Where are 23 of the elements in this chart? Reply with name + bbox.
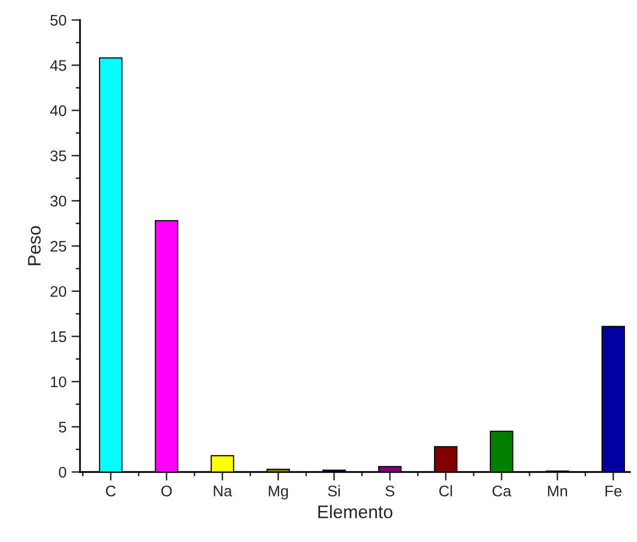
y-tick-label: 35 <box>50 150 66 162</box>
x-tick-label: O <box>161 486 172 496</box>
x-tick-label: Mg <box>268 486 288 500</box>
x-tick-label: S <box>386 486 394 496</box>
y-tick-label: 5 <box>58 422 66 432</box>
x-tick-label: Ca <box>492 486 512 496</box>
x-tick-label: Mn <box>548 486 568 496</box>
y-tick-label: 45 <box>50 60 66 71</box>
x-axis-title: Elemento <box>318 504 392 518</box>
y-tick-label: 25 <box>50 240 66 252</box>
y-tick-label: 10 <box>50 376 66 388</box>
y-tick-label: 20 <box>50 286 66 297</box>
y-tick-label: 30 <box>50 196 66 206</box>
x-tick-label: C <box>106 486 116 496</box>
x-tick-label: Fe <box>606 486 622 496</box>
y-axis-title: Peso <box>28 226 41 266</box>
x-tick-label: Cl <box>439 485 452 496</box>
y-tick-label: 40 <box>50 105 66 116</box>
y-tick-label: 50 <box>50 14 66 26</box>
y-tick-label: 0 <box>58 466 66 478</box>
x-tick-label: Na <box>214 486 232 496</box>
y-tick-label: 15 <box>50 331 66 342</box>
x-tick-label: Si <box>328 485 340 496</box>
